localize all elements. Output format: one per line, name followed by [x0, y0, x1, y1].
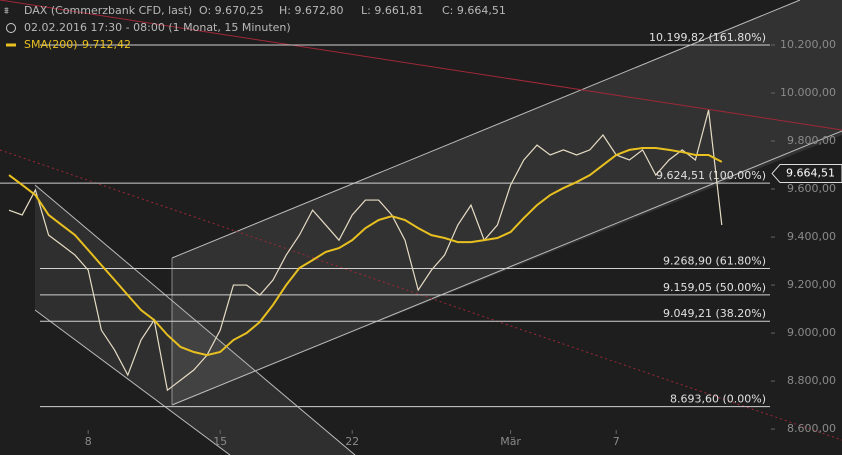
channel-line: [34, 309, 231, 455]
x-tick-label: Mär: [500, 435, 521, 448]
y-tick-label: 10.200,00: [780, 38, 836, 51]
last-price-box: [771, 164, 842, 184]
level-label: 9.159,05 (50.00%): [663, 281, 766, 294]
sma-line: [8, 146, 723, 357]
channel-line: [171, 130, 842, 406]
level-label: 9.049,21 (38.20%): [663, 307, 766, 320]
clock-icon: [6, 23, 16, 33]
x-tick-label: 8: [85, 435, 92, 448]
y-tick-label: 8.800,00: [787, 374, 836, 387]
x-tick-label: 22: [345, 435, 359, 448]
high: H: 9.672,80: [279, 4, 343, 17]
legend-label: SMA(200): [24, 38, 78, 51]
y-tick-label: 9.000,00: [787, 326, 836, 339]
open: O: 9.670,25: [199, 4, 264, 17]
y-tick-label: 9.600,00: [787, 182, 836, 195]
level-label: 9.624,51 (100.00%): [656, 169, 766, 182]
plot: 10.200,00 10.000,00 9.800,00 9.600,00 9.400,…: [0, 31, 842, 448]
x-tick-label: 7: [613, 435, 620, 448]
y-tick-label: 10.000,00: [780, 86, 836, 99]
y-tick-label: 8.600,00: [787, 422, 836, 435]
level-label: 8.693,60 (0.00%): [670, 393, 766, 406]
instrument: DAX (Commerzbank CFD, last): [24, 4, 192, 17]
price-line: [8, 109, 723, 392]
low: L: 9.661,81: [361, 4, 423, 17]
level-label: 9.268,90 (61.80%): [663, 255, 766, 268]
header: ⩩ DAX (Commerzbank CFD, last) O: 9.670,2…: [4, 4, 506, 51]
last-price-label: 9.664,51: [786, 167, 835, 180]
y-tick-label: 9.800,00: [787, 134, 836, 147]
up-channel: [172, 0, 842, 405]
channel-line: [171, 0, 801, 259]
level-label: 10.199,82 (161.80%): [649, 31, 766, 44]
close: C: 9.664,51: [442, 4, 506, 17]
legend-value: 9.712,42: [82, 38, 131, 51]
period: 02.02.2016 17:30 - 08:00 (1 Monat, 15 Mi…: [24, 21, 291, 34]
y-tick-label: 9.400,00: [787, 230, 836, 243]
channel-line: [34, 184, 356, 455]
x-tick-label: 15: [213, 435, 227, 448]
icon: ⩩: [4, 7, 9, 17]
trend-line: [0, 0, 842, 131]
y-tick-label: 9.200,00: [787, 278, 836, 291]
